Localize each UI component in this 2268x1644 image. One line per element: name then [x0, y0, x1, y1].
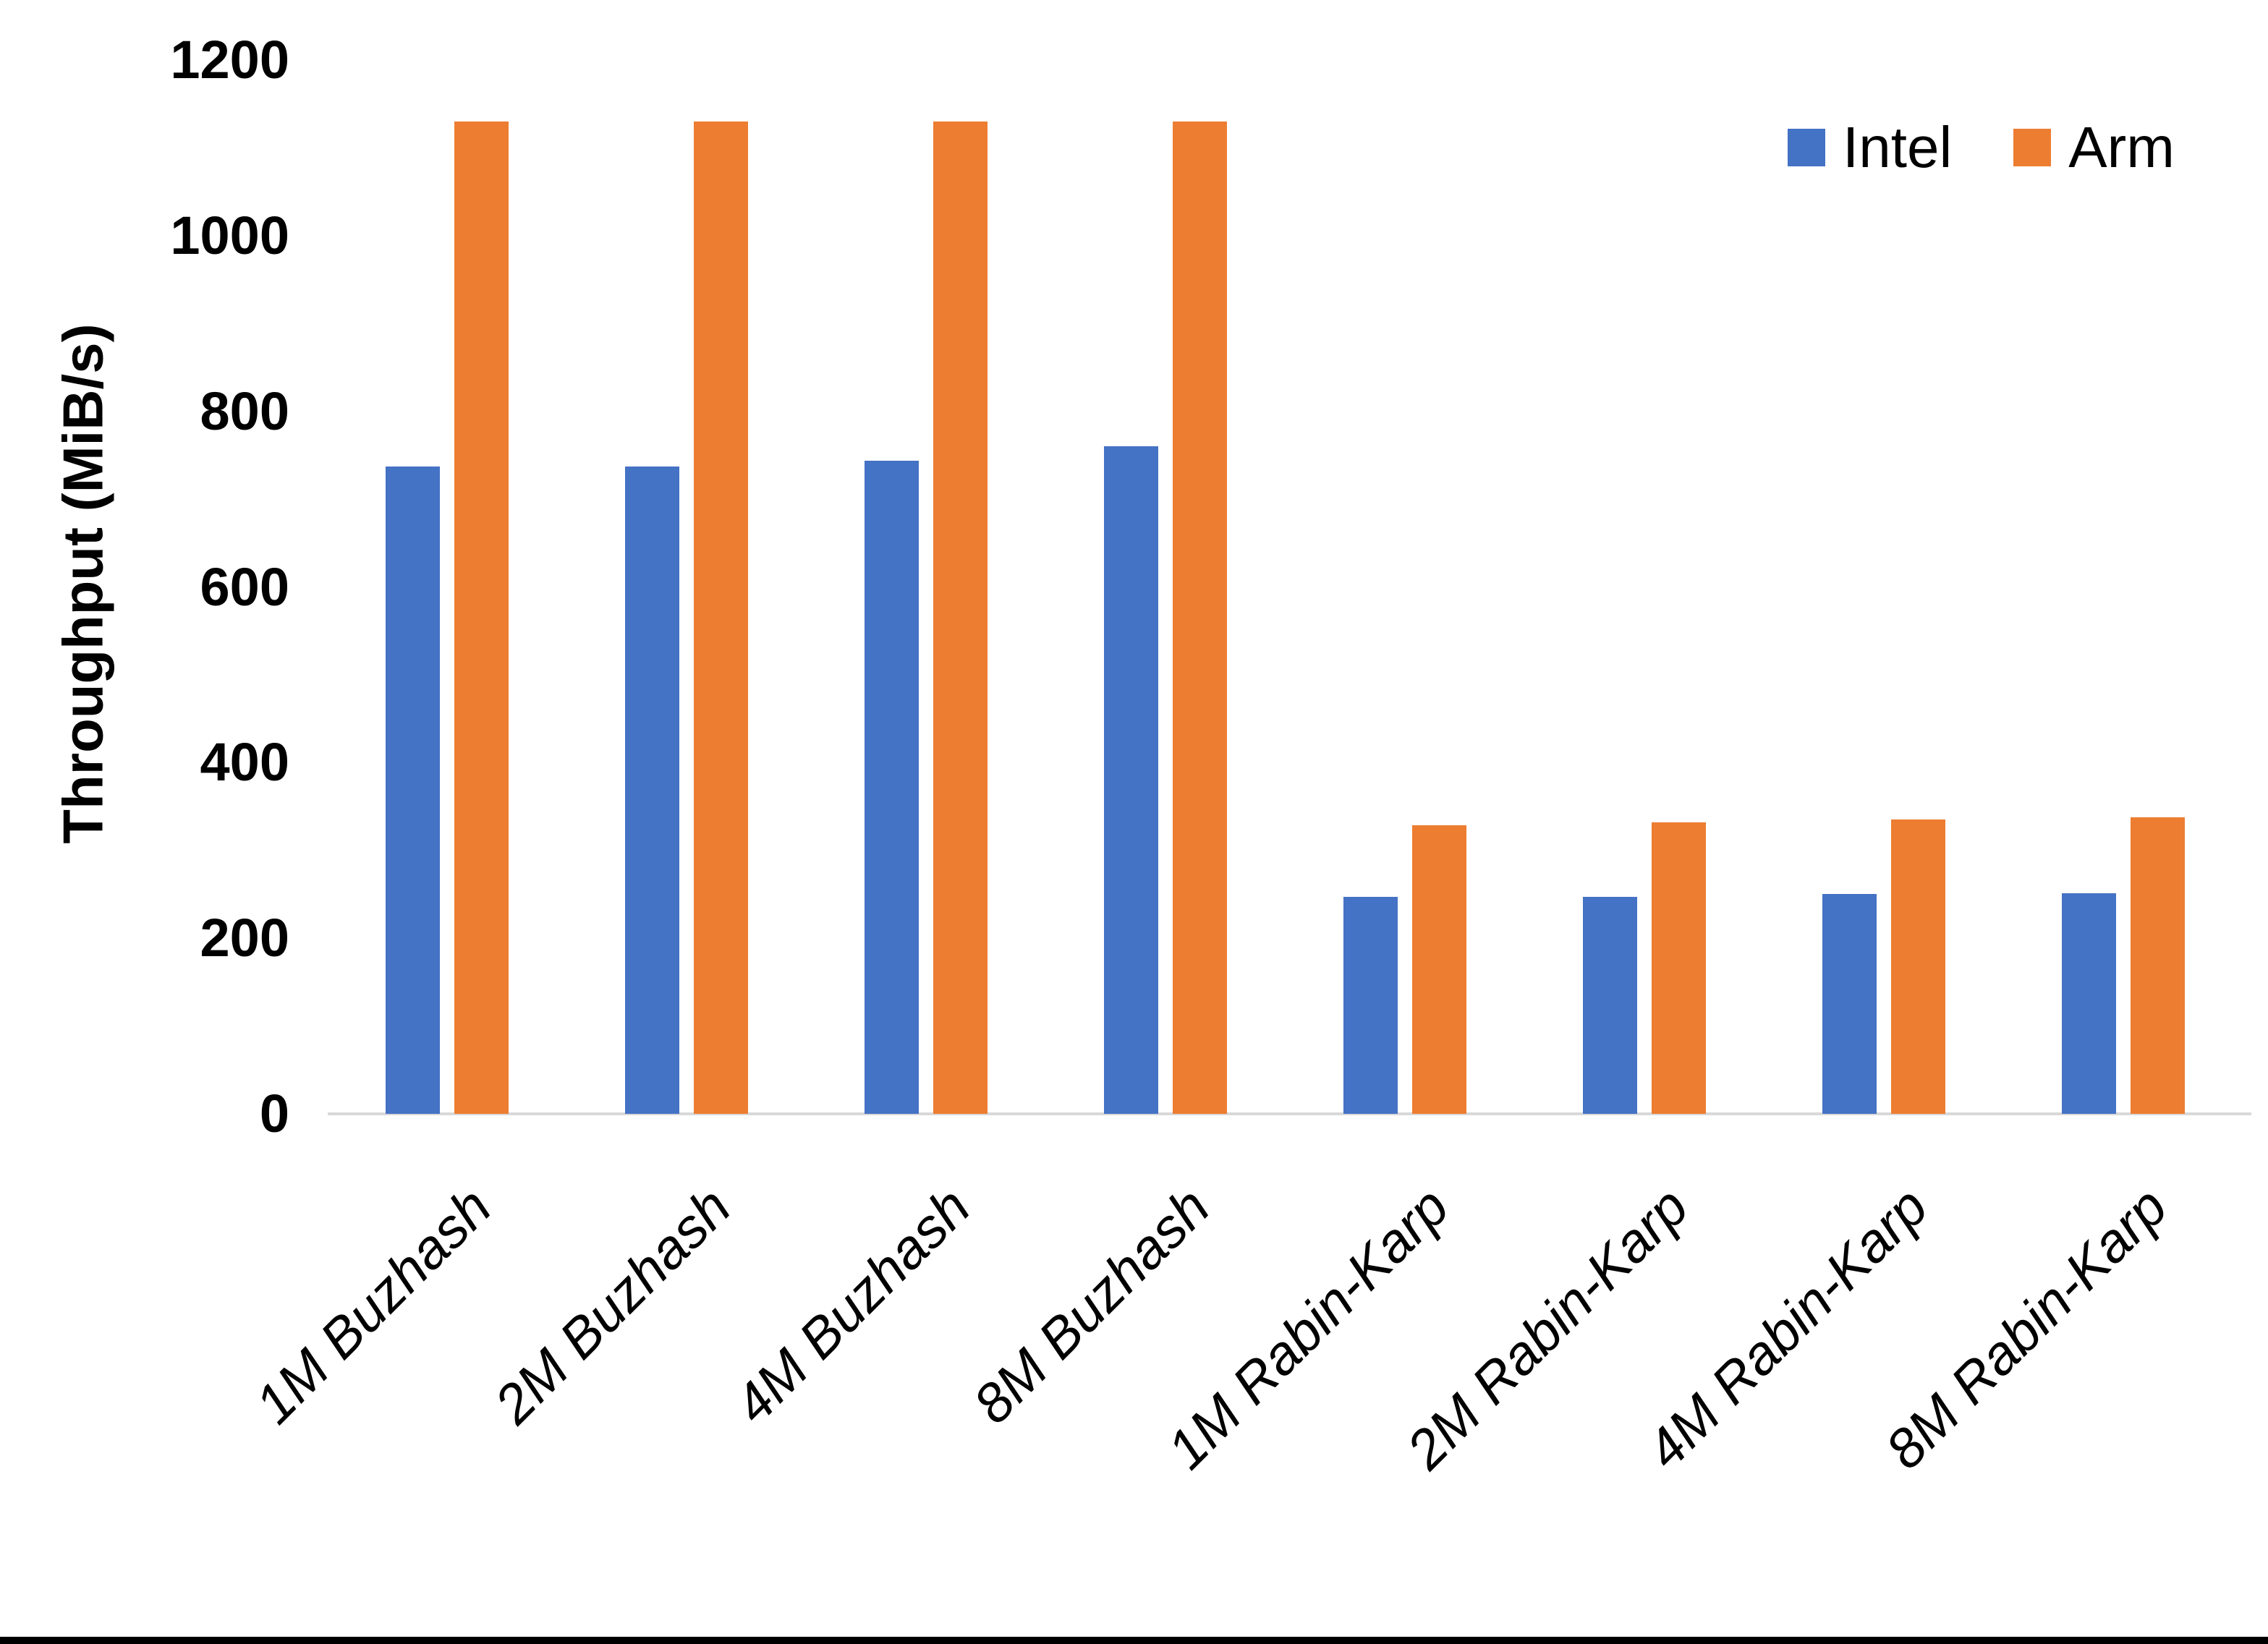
bar-arm: [1652, 822, 1706, 1114]
y-axis-tick-label: 800: [200, 380, 289, 441]
legend: Intel Arm: [1788, 119, 2175, 176]
y-axis-tick-label: 600: [200, 556, 289, 617]
bar-intel: [1104, 446, 1158, 1114]
x-axis-category-label: 4M Buzhash: [722, 1175, 982, 1436]
bar-intel: [1343, 897, 1398, 1114]
bottom-border: [0, 1637, 2268, 1644]
bar-intel: [386, 467, 440, 1114]
bar-arm: [454, 121, 509, 1114]
y-axis-tick-label: 200: [200, 908, 289, 968]
legend-label-intel: Intel: [1843, 115, 1953, 179]
x-axis-category-label: 8M Buzhash: [961, 1175, 1221, 1436]
legend-swatch-intel: [1788, 129, 1825, 166]
bar-arm: [1412, 825, 1466, 1114]
bar-intel: [1822, 894, 1877, 1114]
x-axis-category-label: 1M Buzhash: [243, 1175, 503, 1436]
bar-arm: [1173, 121, 1227, 1114]
x-axis-category-label: 2M Buzhash: [483, 1175, 742, 1436]
bar-intel: [1583, 897, 1637, 1114]
legend-swatch-arm: [2013, 129, 2052, 166]
bar-intel: [625, 467, 679, 1114]
legend-item-arm: Arm: [2013, 119, 2175, 176]
y-axis-tick-label: 1200: [170, 30, 289, 90]
bar-intel: [865, 460, 919, 1114]
legend-label-arm: Arm: [2068, 115, 2175, 179]
x-axis-baseline: [328, 1112, 2251, 1115]
bar-intel: [2062, 893, 2116, 1114]
y-axis-tick-label: 1000: [170, 205, 289, 265]
y-axis-tick-label: 0: [259, 1083, 289, 1143]
y-axis-tick-label: 400: [200, 732, 289, 793]
bar-arm: [1891, 819, 1945, 1114]
bar-arm: [2131, 817, 2185, 1114]
bar-arm: [933, 121, 988, 1114]
bar-arm: [694, 121, 748, 1114]
legend-item-intel: Intel: [1788, 119, 1952, 176]
